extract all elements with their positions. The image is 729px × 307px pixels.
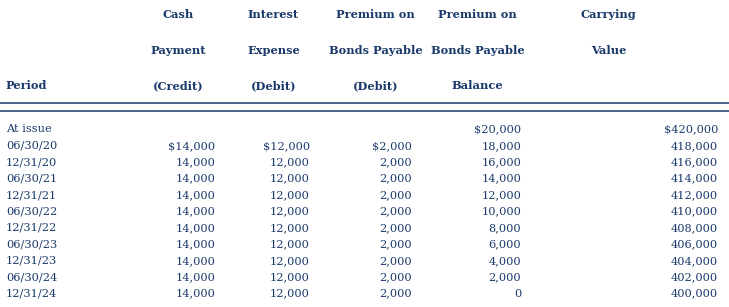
Text: 06/30/23: 06/30/23 xyxy=(6,239,57,249)
Text: 4,000: 4,000 xyxy=(488,256,521,266)
Text: Expense: Expense xyxy=(247,45,300,56)
Text: At issue: At issue xyxy=(6,124,52,134)
Text: 404,000: 404,000 xyxy=(671,256,718,266)
Text: 402,000: 402,000 xyxy=(671,272,718,282)
Text: 412,000: 412,000 xyxy=(671,190,718,200)
Text: 12/31/21: 12/31/21 xyxy=(6,190,57,200)
Text: 16,000: 16,000 xyxy=(481,157,521,167)
Text: 2,000: 2,000 xyxy=(379,157,412,167)
Text: 2,000: 2,000 xyxy=(488,272,521,282)
Text: 14,000: 14,000 xyxy=(175,223,215,233)
Text: 12,000: 12,000 xyxy=(270,190,310,200)
Text: 2,000: 2,000 xyxy=(379,207,412,216)
Text: 6,000: 6,000 xyxy=(488,239,521,249)
Text: 12/31/22: 12/31/22 xyxy=(6,223,57,233)
Text: $2,000: $2,000 xyxy=(372,141,412,151)
Text: 14,000: 14,000 xyxy=(175,289,215,299)
Text: (Debit): (Debit) xyxy=(353,80,398,91)
Text: $14,000: $14,000 xyxy=(168,141,215,151)
Text: 2,000: 2,000 xyxy=(379,173,412,184)
Text: 416,000: 416,000 xyxy=(671,157,718,167)
Text: Carrying: Carrying xyxy=(581,9,636,20)
Text: 06/30/22: 06/30/22 xyxy=(6,207,57,216)
Text: 410,000: 410,000 xyxy=(671,207,718,216)
Text: 12/31/23: 12/31/23 xyxy=(6,256,57,266)
Text: 12,000: 12,000 xyxy=(270,239,310,249)
Text: 12/31/20: 12/31/20 xyxy=(6,157,57,167)
Text: 2,000: 2,000 xyxy=(379,223,412,233)
Text: $12,000: $12,000 xyxy=(262,141,310,151)
Text: 12,000: 12,000 xyxy=(270,223,310,233)
Text: 10,000: 10,000 xyxy=(481,207,521,216)
Text: 18,000: 18,000 xyxy=(481,141,521,151)
Text: 2,000: 2,000 xyxy=(379,272,412,282)
Text: $420,000: $420,000 xyxy=(663,124,718,134)
Text: 14,000: 14,000 xyxy=(175,256,215,266)
Text: (Credit): (Credit) xyxy=(153,80,204,91)
Text: 14,000: 14,000 xyxy=(175,190,215,200)
Text: 12/31/24: 12/31/24 xyxy=(6,289,57,299)
Text: 2,000: 2,000 xyxy=(379,190,412,200)
Text: 14,000: 14,000 xyxy=(175,239,215,249)
Text: (Debit): (Debit) xyxy=(251,80,296,91)
Text: 12,000: 12,000 xyxy=(481,190,521,200)
Text: 408,000: 408,000 xyxy=(671,223,718,233)
Text: 400,000: 400,000 xyxy=(671,289,718,299)
Text: 12,000: 12,000 xyxy=(270,256,310,266)
Text: 06/30/21: 06/30/21 xyxy=(6,173,57,184)
Text: 12,000: 12,000 xyxy=(270,173,310,184)
Text: 14,000: 14,000 xyxy=(175,157,215,167)
Text: 06/30/24: 06/30/24 xyxy=(6,272,57,282)
Text: 2,000: 2,000 xyxy=(379,289,412,299)
Text: 12,000: 12,000 xyxy=(270,289,310,299)
Text: 406,000: 406,000 xyxy=(671,239,718,249)
Text: Balance: Balance xyxy=(452,80,503,91)
Text: Bonds Payable: Bonds Payable xyxy=(431,45,524,56)
Text: Value: Value xyxy=(591,45,626,56)
Text: 418,000: 418,000 xyxy=(671,141,718,151)
Text: 2,000: 2,000 xyxy=(379,256,412,266)
Text: Premium on: Premium on xyxy=(438,9,517,20)
Text: Bonds Payable: Bonds Payable xyxy=(329,45,422,56)
Text: 12,000: 12,000 xyxy=(270,207,310,216)
Text: Payment: Payment xyxy=(151,45,206,56)
Text: 06/30/20: 06/30/20 xyxy=(6,141,57,151)
Text: Cash: Cash xyxy=(163,9,194,20)
Text: 12,000: 12,000 xyxy=(270,272,310,282)
Text: Premium on: Premium on xyxy=(336,9,415,20)
Text: Interest: Interest xyxy=(248,9,299,20)
Text: 2,000: 2,000 xyxy=(379,239,412,249)
Text: 14,000: 14,000 xyxy=(175,207,215,216)
Text: Period: Period xyxy=(6,80,47,91)
Text: 414,000: 414,000 xyxy=(671,173,718,184)
Text: 12,000: 12,000 xyxy=(270,157,310,167)
Text: 14,000: 14,000 xyxy=(175,173,215,184)
Text: 14,000: 14,000 xyxy=(481,173,521,184)
Text: 8,000: 8,000 xyxy=(488,223,521,233)
Text: 0: 0 xyxy=(514,289,521,299)
Text: $20,000: $20,000 xyxy=(474,124,521,134)
Text: 14,000: 14,000 xyxy=(175,272,215,282)
